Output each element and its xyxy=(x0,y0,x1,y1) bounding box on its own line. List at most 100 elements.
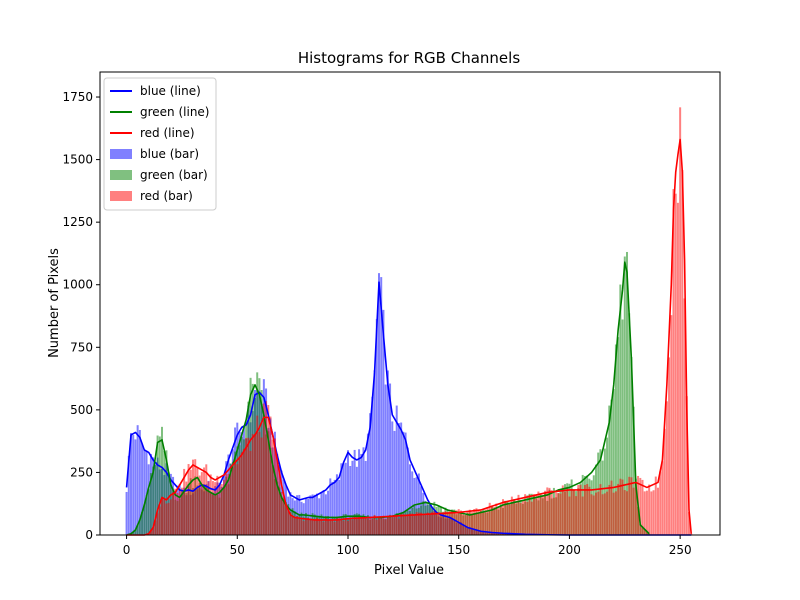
red-bar xyxy=(406,514,409,535)
green-bar xyxy=(617,337,620,535)
red-bar xyxy=(220,484,223,535)
red-bar xyxy=(617,483,620,535)
red-bar xyxy=(167,502,170,535)
blue-bar xyxy=(132,435,135,535)
bars-layer xyxy=(125,107,693,536)
red-bar xyxy=(672,189,675,536)
green-bar xyxy=(628,313,631,535)
lines-layer xyxy=(125,138,693,536)
red-bar xyxy=(265,401,268,535)
red-bar xyxy=(280,491,283,535)
green-bar xyxy=(632,406,635,535)
red-bar xyxy=(276,453,279,535)
red-bar xyxy=(446,512,449,535)
red-bar xyxy=(595,492,597,535)
red-bar xyxy=(400,513,403,535)
red-bar xyxy=(229,470,232,535)
red-bar xyxy=(586,484,589,535)
red-bar xyxy=(490,505,493,535)
red-bar xyxy=(192,459,194,535)
red-bar xyxy=(353,516,356,535)
red-bar xyxy=(526,501,529,535)
red-bar xyxy=(568,496,571,535)
red-bar xyxy=(690,533,693,535)
red-bar xyxy=(245,437,248,535)
y-tick-label: 1750 xyxy=(62,90,93,104)
legend-item: blue (line) xyxy=(110,84,201,98)
red-bar xyxy=(242,448,245,535)
red-bar xyxy=(329,519,332,535)
red-bar xyxy=(471,512,473,535)
red-bar xyxy=(273,438,276,535)
red-bar xyxy=(668,357,671,535)
blue-bar xyxy=(143,449,146,535)
red-bar xyxy=(592,495,595,535)
red-bar xyxy=(313,519,316,535)
blue-bar xyxy=(397,423,400,535)
red-bar xyxy=(311,520,314,535)
blue-bar xyxy=(371,396,374,535)
red-bar xyxy=(659,471,662,535)
blue-bar xyxy=(320,492,323,535)
red-bar xyxy=(583,485,586,535)
blue-bar xyxy=(351,460,354,535)
red-bar xyxy=(451,510,454,535)
red-bar xyxy=(169,499,172,535)
red-bar xyxy=(614,491,617,535)
red-bar xyxy=(205,464,208,535)
red-bar xyxy=(300,518,303,535)
red-bar xyxy=(537,491,540,535)
red-bar xyxy=(570,488,573,535)
green-bar xyxy=(147,489,150,535)
x-tick-label: 250 xyxy=(669,543,692,557)
legend-item: blue (bar) xyxy=(110,147,199,161)
red-bar xyxy=(404,514,407,535)
blue-bar xyxy=(335,474,338,535)
red-bar xyxy=(650,491,653,535)
blue-bar xyxy=(338,479,341,535)
x-tick-label: 100 xyxy=(337,543,360,557)
red-bar xyxy=(645,490,648,535)
plot-frame xyxy=(99,71,721,536)
blue-bar xyxy=(386,370,389,535)
red-bar xyxy=(333,522,336,535)
y-tick-label: 1500 xyxy=(62,153,93,167)
red-bar xyxy=(307,517,310,535)
green-line xyxy=(126,261,650,536)
red-bar xyxy=(362,517,365,535)
red-bar xyxy=(223,479,225,535)
red-bar xyxy=(196,467,199,535)
red-bar xyxy=(218,484,221,535)
blue-bar xyxy=(355,466,358,535)
red-bar xyxy=(338,517,341,535)
red-bar xyxy=(247,437,250,535)
red-bar xyxy=(433,511,436,535)
green-bar xyxy=(138,519,141,535)
blue-bar xyxy=(134,439,137,535)
red-bar xyxy=(546,487,549,535)
red-bar xyxy=(601,494,604,535)
red-bar xyxy=(409,513,411,535)
blue-bar xyxy=(130,432,132,535)
green-bar xyxy=(619,284,622,535)
red-bar xyxy=(528,494,531,535)
green-bar xyxy=(156,435,159,535)
red-bar xyxy=(240,452,243,535)
red-bar xyxy=(364,518,367,535)
red-bar xyxy=(152,527,155,535)
red-bar xyxy=(559,493,562,535)
red-bar xyxy=(262,403,265,535)
blue-bar xyxy=(322,490,325,535)
red-bar xyxy=(428,513,431,535)
blue-bar xyxy=(369,413,372,535)
red-bar xyxy=(278,466,281,535)
blue-bar xyxy=(404,432,407,535)
red-bar xyxy=(358,516,361,535)
blue-bar xyxy=(360,453,363,535)
red-bar xyxy=(154,520,157,535)
red-bar xyxy=(683,298,686,535)
red-bar xyxy=(477,510,480,535)
blue-bar xyxy=(327,490,330,535)
red-bar xyxy=(238,457,241,535)
